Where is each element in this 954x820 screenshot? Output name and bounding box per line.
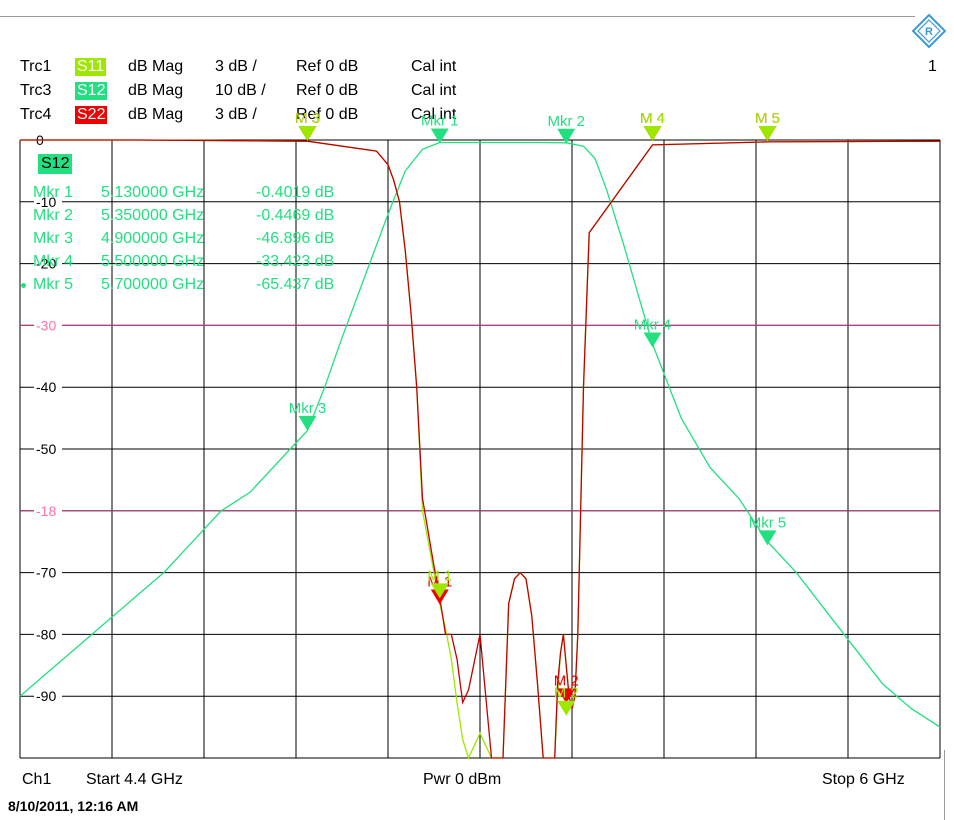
y-tick-label: -40 — [36, 379, 56, 395]
footer-power: Pwr 0 dBm — [423, 771, 502, 788]
trace-scale: 10 dB / — [215, 82, 266, 99]
footer-stop: Stop 6 GHz — [822, 771, 905, 788]
s-parameter-chart[interactable]: 0-10-20-30-40-50-18-70-80-90 Mkr 1 Mkr 2M… — [0, 0, 954, 770]
marker-freq: 5.500000 GHz — [101, 253, 205, 270]
trace-format: dB Mag — [128, 106, 184, 123]
trace-param-badge-s22[interactable]: S22 — [75, 106, 108, 124]
y-tick-label: -80 — [36, 626, 56, 642]
marker-label: Mkr 3 — [289, 400, 327, 417]
marker-label: Mkr 4 — [634, 317, 672, 334]
marker-label: Mkr 5 — [749, 514, 787, 531]
marker-value: -65.437 dB — [256, 276, 335, 293]
marker-table-row: Mkr 4 5.500000 GHz -33.423 dB — [0, 253, 380, 273]
marker-triangle-icon[interactable] — [430, 128, 449, 144]
active-marker-dot-icon — [21, 283, 26, 288]
trace-cal: Cal int — [411, 106, 457, 123]
marker-label: M 5 — [755, 110, 780, 127]
marker-triangle-icon[interactable] — [298, 415, 317, 431]
grid — [19, 139, 941, 759]
marker-label: M 4 — [640, 110, 665, 127]
y-tick-label: -10 — [36, 194, 56, 210]
marker-table-row: Mkr 5 5.700000 GHz -65.437 dB — [0, 276, 380, 296]
marker-value: -0.4469 dB — [256, 207, 335, 224]
trace-format: dB Mag — [128, 82, 184, 99]
marker-freq: 5.350000 GHz — [101, 207, 205, 224]
marker-label: Mkr 4 — [33, 253, 73, 270]
svg-text:R: R — [925, 26, 933, 38]
marker-label: M 5 — [755, 110, 780, 127]
marker-label: Mkr 2 — [33, 207, 73, 224]
y-tick-bg — [34, 379, 62, 396]
marker-triangle-icon[interactable] — [298, 126, 317, 141]
y-tick-label: -50 — [36, 441, 56, 457]
marker-triangle-icon[interactable] — [643, 332, 662, 348]
marker-value: -46.896 dB — [256, 230, 335, 247]
y-tick-label: -20 — [36, 256, 56, 272]
marker-label: M 2 — [554, 672, 579, 689]
marker-label: Mkr 5 — [33, 276, 73, 293]
trace-format: dB Mag — [128, 58, 184, 75]
marker-table-row: Mkr 2 5.350000 GHz -0.4469 dB — [0, 207, 380, 227]
trace-param-badge-s12[interactable]: S12 — [75, 82, 108, 100]
y-tick-bg — [34, 193, 62, 210]
trace-scale: 3 dB / — [215, 58, 257, 75]
footer-channel: Ch1 — [22, 771, 52, 788]
footer-timestamp: 8/10/2011, 12:16 AM — [8, 798, 139, 814]
y-tick-label: -30 — [36, 317, 56, 333]
marker-table-row: Mkr 1 5.130000 GHz -0.4019 dB — [0, 184, 380, 204]
y-tick-bg — [34, 441, 62, 457]
marker-freq: 5.700000 GHz — [101, 276, 205, 293]
rohde-schwarz-logo-icon: R — [912, 14, 946, 48]
marker-label: Mkr 1 — [33, 184, 73, 201]
trace-param-badge-s11[interactable]: S11 — [75, 58, 107, 76]
trace-ref: Ref 0 dB — [296, 82, 359, 99]
y-tick-bg — [34, 317, 62, 334]
marker-triangle-icon[interactable] — [430, 583, 449, 599]
marker-label: M 3 — [295, 110, 320, 127]
marker-value: -0.4019 dB — [256, 184, 335, 201]
marker-triangle-icon[interactable] — [758, 126, 777, 141]
top-border — [0, 16, 915, 17]
trace-cal: Cal int — [411, 82, 457, 99]
markers: Mkr 1 Mkr 2 Mkr 3 Mkr 4 Mkr 5 M 1 M 2 M 3 M 4 M 5… — [289, 110, 787, 716]
marker-table-row: Mkr 3 4.900000 GHz -46.896 dB — [0, 230, 380, 250]
marker-label: Mkr 2 — [548, 113, 586, 130]
trace-scale: 3 dB / — [215, 106, 257, 123]
trace-ref: Ref 0 dB — [296, 106, 359, 123]
trace-cal: Cal int — [411, 58, 457, 75]
limit-lines — [20, 324, 940, 512]
y-tick-label: -70 — [36, 565, 56, 581]
marker-label: M 1 — [427, 567, 452, 584]
marker-value: -33.423 dB — [256, 253, 335, 270]
footer-start: Start 4.4 GHz — [86, 771, 183, 788]
y-tick-bg — [34, 564, 62, 581]
trace-name: Trc3 — [20, 82, 52, 99]
y-tick-labels: 0-10-20-30-40-50-18-70-80-90 — [34, 132, 62, 705]
marker-triangle-icon[interactable] — [643, 126, 662, 141]
right-border — [944, 750, 945, 820]
channel-number: 1 — [928, 58, 937, 75]
y-tick-label: -18 — [36, 503, 56, 519]
trace-name: Trc4 — [20, 106, 52, 123]
marker-triangle-icon[interactable] — [758, 530, 777, 546]
trace-ref: Ref 0 dB — [296, 58, 359, 75]
marker-freq: 5.130000 GHz — [101, 184, 205, 201]
y-tick-bg — [34, 688, 62, 705]
y-tick-bg — [34, 255, 62, 272]
marker-triangle-icon[interactable] — [557, 688, 576, 704]
marker-label: M 2 — [554, 685, 579, 702]
marker-label: M 3 — [295, 110, 320, 127]
active-trace-badge[interactable]: S12 — [38, 154, 73, 174]
marker-triangle-icon[interactable] — [557, 128, 576, 144]
y-tick-label: -90 — [36, 688, 56, 704]
y-tick-bg — [34, 502, 62, 519]
y-tick-bg — [34, 626, 62, 643]
marker-label: Mkr 3 — [33, 230, 73, 247]
marker-label: Mkr 1 — [421, 112, 459, 129]
marker-freq: 4.900000 GHz — [101, 230, 205, 247]
marker-label: M 4 — [640, 110, 665, 127]
marker-triangle-icon[interactable] — [557, 700, 576, 716]
trace-name: Trc1 — [20, 58, 52, 75]
